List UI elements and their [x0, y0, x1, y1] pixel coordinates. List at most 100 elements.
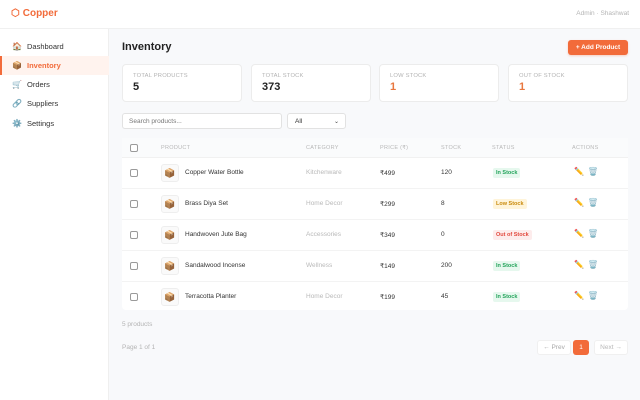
package-icon: 📦 [161, 226, 179, 244]
trash-icon[interactable]: 🗑️ [588, 167, 598, 176]
product-price: ₹199 [380, 294, 395, 301]
trash-icon[interactable]: 🗑️ [588, 198, 598, 207]
stat-total-stock: TOTAL STOCK 373 [251, 64, 371, 102]
product-stock: 0 [441, 231, 445, 238]
next-page-button[interactable]: Next → [594, 340, 628, 355]
status-badge: In Stock [493, 168, 521, 178]
link-icon: 🔗 [12, 99, 22, 108]
package-icon: 📦 [12, 61, 22, 70]
product-category: Home Decor [306, 293, 343, 300]
package-icon: 📦 [161, 257, 179, 275]
page-title: Inventory [122, 41, 172, 53]
product-price: ₹349 [380, 232, 395, 239]
product-category: Home Decor [306, 200, 343, 207]
product-price: ₹499 [380, 170, 395, 177]
stat-out-of-stock: OUT OF STOCK 1 [508, 64, 628, 102]
product-category: Kitchenware [306, 169, 342, 176]
column-header-product[interactable]: PRODUCT [161, 145, 191, 151]
products-table: PRODUCT CATEGORY PRICE (₹) STOCK STATUS … [122, 138, 628, 310]
row-checkbox[interactable] [130, 262, 138, 270]
sidebar-item-dashboard[interactable]: 🏠 Dashboard [0, 37, 109, 56]
package-icon: 📦 [161, 288, 179, 306]
status-filter-select[interactable]: All ⌄ [287, 113, 346, 129]
stat-value: 1 [519, 81, 526, 93]
row-checkbox[interactable] [130, 200, 138, 208]
column-header-status[interactable]: STATUS [492, 145, 515, 151]
product-stock: 200 [441, 262, 452, 269]
product-price: ₹149 [380, 263, 395, 270]
column-header-price[interactable]: PRICE (₹) [380, 145, 409, 151]
page-1-button[interactable]: 1 [573, 340, 589, 355]
product-stock: 8 [441, 200, 445, 207]
sidebar-item-label: Orders [27, 80, 50, 89]
pencil-icon[interactable]: ✏️ [574, 291, 584, 300]
sidebar-item-suppliers[interactable]: 🔗 Suppliers [0, 94, 109, 113]
sidebar-item-label: Dashboard [27, 42, 64, 51]
add-product-button[interactable]: + Add Product [568, 40, 628, 55]
table-header: PRODUCT CATEGORY PRICE (₹) STOCK STATUS … [122, 138, 628, 158]
product-category: Accessories [306, 231, 342, 238]
status-badge: Low Stock [493, 199, 527, 209]
row-checkbox[interactable] [130, 169, 138, 177]
hexagon-logo-icon: ⬡ [11, 8, 20, 19]
select-all-checkbox[interactable] [130, 144, 138, 152]
stat-label: OUT OF STOCK [519, 73, 565, 79]
sidebar-item-label: Suppliers [27, 99, 59, 108]
table-row: 📦 Terracotta Planter Home Decor ₹199 45 … [122, 282, 628, 313]
table-row: 📦 Copper Water Bottle Kitchenware ₹499 1… [122, 158, 628, 189]
pencil-icon[interactable]: ✏️ [574, 167, 584, 176]
product-category: Wellness [306, 262, 333, 269]
product-count: 5 products [122, 321, 153, 328]
top-bar: ⬡ Copper Admin · Shashwat [0, 0, 640, 29]
package-icon: 📦 [161, 195, 179, 213]
stat-total-products: TOTAL PRODUCTS 5 [122, 64, 242, 102]
app-name: Copper [22, 8, 58, 19]
product-stock: 45 [441, 293, 449, 300]
gear-icon: ⚙️ [12, 119, 22, 128]
stat-label: LOW STOCK [390, 73, 427, 79]
column-header-category[interactable]: CATEGORY [306, 145, 339, 151]
table-row: 📦 Sandalwood Incense Wellness ₹149 200 I… [122, 251, 628, 282]
user-label[interactable]: Admin · Shashwat [576, 10, 629, 17]
sidebar-item-label: Inventory [27, 61, 61, 70]
product-stock: 120 [441, 169, 452, 176]
page-info: Page 1 of 1 [122, 344, 156, 351]
sidebar-item-settings[interactable]: ⚙️ Settings [0, 114, 109, 133]
search-input[interactable] [122, 113, 282, 129]
stat-label: TOTAL PRODUCTS [133, 73, 188, 79]
trash-icon[interactable]: 🗑️ [588, 229, 598, 238]
cart-icon: 🛒 [12, 80, 22, 89]
pencil-icon[interactable]: ✏️ [574, 260, 584, 269]
main-content: Inventory + Add Product TOTAL PRODUCTS 5… [110, 29, 640, 400]
sidebar-item-orders[interactable]: 🛒 Orders [0, 75, 109, 94]
table-row: 📦 Brass Diya Set Home Decor ₹299 8 Low S… [122, 189, 628, 220]
stat-label: TOTAL STOCK [262, 73, 304, 79]
pencil-icon[interactable]: ✏️ [574, 198, 584, 207]
chevron-down-icon: ⌄ [333, 118, 339, 125]
sidebar-item-inventory[interactable]: 📦 Inventory [0, 56, 109, 75]
pencil-icon[interactable]: ✏️ [574, 229, 584, 238]
trash-icon[interactable]: 🗑️ [588, 291, 598, 300]
stat-low-stock: LOW STOCK 1 [379, 64, 499, 102]
stat-value: 373 [262, 81, 281, 93]
stat-value: 1 [390, 81, 397, 93]
sidebar: 🏠 Dashboard 📦 Inventory 🛒 Orders 🔗 Suppl… [0, 29, 109, 400]
product-name[interactable]: Handwoven Jute Bag [185, 231, 247, 238]
product-name[interactable]: Terracotta Planter [185, 293, 237, 300]
sidebar-item-label: Settings [27, 119, 55, 128]
app-logo[interactable]: ⬡ Copper [11, 8, 58, 19]
column-header-actions: ACTIONS [572, 145, 599, 151]
stat-value: 5 [133, 81, 140, 93]
prev-page-button[interactable]: ← Prev [537, 340, 571, 355]
product-name[interactable]: Brass Diya Set [185, 200, 228, 207]
product-price: ₹299 [380, 201, 395, 208]
column-header-stock[interactable]: STOCK [441, 145, 462, 151]
product-name[interactable]: Sandalwood Incense [185, 262, 246, 269]
table-row: 📦 Handwoven Jute Bag Accessories ₹349 0 … [122, 220, 628, 251]
product-name[interactable]: Copper Water Bottle [185, 169, 244, 176]
trash-icon[interactable]: 🗑️ [588, 260, 598, 269]
status-filter-value: All [295, 117, 303, 125]
status-badge: Out of Stock [493, 230, 532, 240]
row-checkbox[interactable] [130, 293, 138, 301]
row-checkbox[interactable] [130, 231, 138, 239]
